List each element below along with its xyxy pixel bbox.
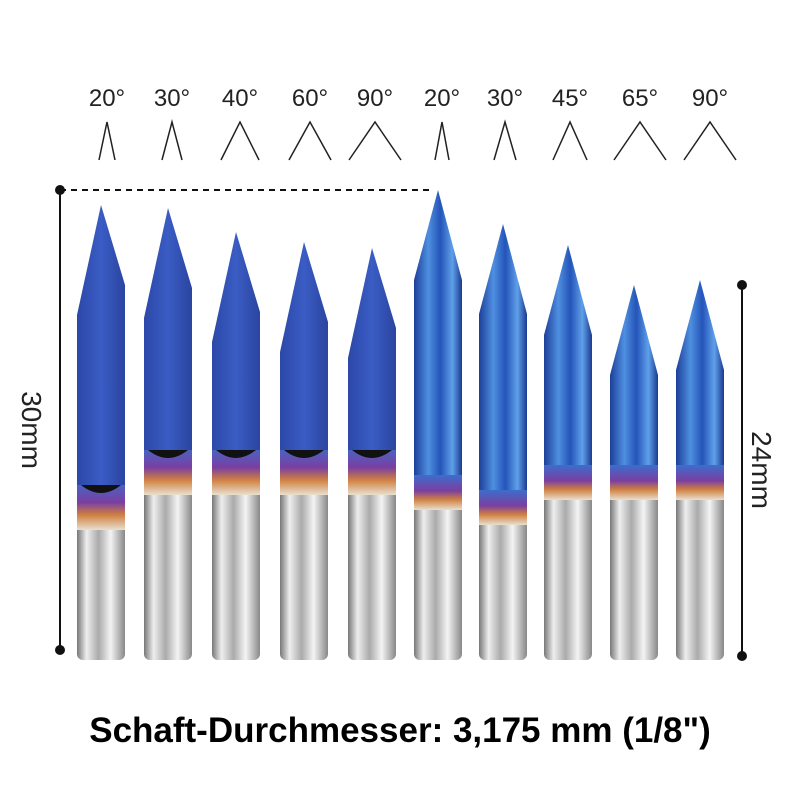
dimension-lines [55, 185, 747, 661]
angle-icon [98, 121, 116, 161]
coat-body [414, 280, 462, 505]
shank [479, 510, 527, 660]
coat-band [479, 490, 527, 525]
angle-label: 20° [89, 85, 125, 112]
tip-edge [81, 485, 121, 493]
bit [144, 208, 192, 660]
bit [676, 280, 724, 660]
angle-label: 45° [552, 85, 588, 112]
cutting-length-label: 24mm [746, 431, 777, 509]
coat-band [610, 465, 658, 500]
tip [676, 280, 724, 370]
coat-band [544, 465, 592, 500]
caption: Schaft-Durchmesser: 3,175 mm (1/8") [89, 711, 711, 750]
bit [77, 205, 125, 660]
coat-body [479, 314, 527, 520]
bit [348, 248, 396, 660]
tip-edge [148, 450, 188, 458]
total-length-label: 30mm [16, 391, 47, 469]
tip [144, 208, 192, 450]
angle-icon [288, 120, 332, 161]
angle-label: 30° [154, 85, 190, 112]
bit [414, 190, 462, 660]
shank [676, 485, 724, 660]
bit [479, 224, 527, 660]
tip [479, 224, 527, 314]
angle-label: 30° [487, 85, 523, 112]
shank [610, 485, 658, 660]
bit [544, 245, 592, 660]
coat-band [676, 465, 724, 500]
tip [414, 190, 462, 280]
tip [212, 232, 260, 450]
angle-label: 60° [292, 85, 328, 112]
angle-label: 90° [357, 85, 393, 112]
tip-edge [352, 450, 392, 458]
coat-band [414, 475, 462, 510]
bits [77, 190, 724, 660]
tip [348, 248, 396, 450]
tip [280, 242, 328, 450]
angle-label: 65° [622, 85, 658, 112]
tip [77, 205, 125, 485]
tip [610, 285, 658, 375]
shank [544, 485, 592, 660]
bit [212, 232, 260, 660]
angle-icon [348, 120, 402, 161]
angle-label: 20° [424, 85, 460, 112]
bit [610, 285, 658, 660]
bit [280, 242, 328, 660]
angle-icon [434, 121, 450, 161]
angle-icon [493, 119, 517, 161]
angle-label: 40° [222, 85, 258, 112]
angle-icon [220, 120, 260, 161]
tip-edge [216, 450, 256, 458]
angle-icon [683, 120, 737, 161]
tip [544, 245, 592, 335]
angle-label: 90° [692, 85, 728, 112]
angle-icon [161, 119, 183, 161]
shank [414, 495, 462, 660]
angle-icon [613, 120, 667, 161]
tip-edge [284, 450, 324, 458]
angle-icon [552, 120, 588, 161]
